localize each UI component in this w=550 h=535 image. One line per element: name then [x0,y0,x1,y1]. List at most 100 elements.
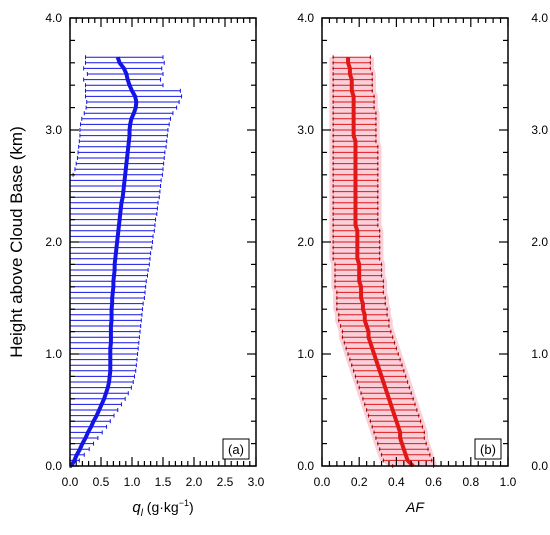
error-bar [74,167,164,172]
error-bar [69,268,149,272]
error-bar [85,55,164,60]
error-bar [69,290,146,295]
error-bar [69,318,142,323]
error-bar [69,374,135,379]
error-bar [69,307,144,312]
error-bar [78,144,167,149]
error-bar [78,139,168,144]
error-bar [69,419,111,424]
error-bar [69,296,145,300]
x-tick-label: 0.2 [351,475,368,489]
y-axis-label: Height above Cloud Base (km) [7,126,26,358]
y-tick-label-left: 3.0 [297,123,314,137]
error-bar [69,357,138,362]
error-bar [77,150,166,155]
y-tick-label-right: 4.0 [531,11,548,25]
x-tick-label: 2.0 [186,475,203,489]
y-tick-label-left: 1.0 [297,347,314,361]
y-tick-label-right: 2.0 [531,235,548,249]
panel-b-y-tick-labels-left: 0.0 1.0 2.0 3.0 4.0 [297,11,314,473]
panel-a-x-axis-label: ql (g·kg−1) [132,498,193,519]
error-bar [85,105,178,110]
panel-a-mean-line [69,56,139,467]
error-bar [69,262,150,267]
error-bar [72,172,163,177]
error-bar [85,60,165,65]
x-label-close: ) [189,499,194,515]
y-tick-label: 2.0 [45,235,62,249]
x-tick-label: 0.0 [314,475,331,489]
panel-a-ticks [69,17,257,467]
x-label-exponent: −1 [179,498,189,508]
error-bar [69,234,154,239]
error-bar [81,116,171,121]
error-bar [79,128,169,132]
error-bar [69,195,160,200]
x-tick-label: 1.5 [155,475,172,489]
error-bar [69,256,151,261]
panel-a-x-tick-labels: 0.0 0.5 1.0 1.5 2.0 2.5 3.0 [62,475,265,489]
x-tick-label: 0.4 [388,475,405,489]
error-bar [80,122,170,127]
error-bar [69,245,153,250]
error-bar [69,212,158,216]
y-tick-label: 4.0 [45,11,62,25]
error-bar [69,312,143,317]
panel-b-label-box [474,438,502,460]
error-bar [86,100,180,104]
error-bar [69,391,129,396]
panel-a-label-box [222,438,250,460]
error-bar [69,352,139,356]
panel-b-mean-line [346,57,415,468]
error-bar [69,385,132,390]
error-bar [69,396,126,401]
panel-b-y-tick-labels-right: 0.0 1.0 2.0 3.0 4.0 [531,11,548,473]
error-bar [69,184,162,188]
x-tick-label: 0.8 [462,475,479,489]
x-tick-label: 3.0 [248,475,265,489]
x-tick-label: 1.0 [124,475,141,489]
y-tick-label-left: 2.0 [297,235,314,249]
error-bar [69,189,161,194]
error-bar [69,329,141,334]
error-bar [79,133,168,138]
error-bar [332,72,374,76]
error-bar [69,228,155,233]
error-bar [75,161,165,166]
error-bar [69,273,148,278]
error-bar [69,279,147,284]
x-tick-label: 1.0 [500,475,517,489]
error-bar [76,156,165,160]
error-bar [83,77,162,82]
error-bar [332,60,372,65]
x-tick-label: 2.5 [217,475,234,489]
error-bar [69,368,137,373]
y-tick-label-left: 0.0 [297,459,314,473]
x-label-subscript: l [141,508,144,519]
error-bar [69,301,144,306]
y-tick-label: 3.0 [45,123,62,137]
y-tick-label-left: 4.0 [297,11,314,25]
error-bar [69,408,119,412]
error-bar [69,346,139,351]
error-bar [69,223,156,228]
y-tick-label-right: 0.0 [531,459,548,473]
error-bar [332,55,372,60]
error-bar [69,206,158,211]
error-bar [69,178,162,183]
error-bar [332,111,377,116]
y-tick-label-right: 1.0 [531,347,548,361]
panel-a-y-tick-labels: 0.0 1.0 2.0 3.0 4.0 [45,11,62,473]
x-tick-label: 0.0 [62,475,79,489]
panel-a-label: (a) [228,442,244,457]
error-bar [69,240,153,244]
error-bar [69,413,115,418]
error-bar [83,111,174,116]
error-bar [69,363,137,368]
panel-b: 0.0 0.2 0.4 0.6 0.8 1.0 0.0 1.0 2.0 3.0 4.0 0.0 1.… [297,11,548,515]
panel-a-error-bars [69,55,183,468]
y-tick-label: 1.0 [45,347,62,361]
error-bar [69,335,140,340]
x-tick-label: 0.5 [93,475,110,489]
